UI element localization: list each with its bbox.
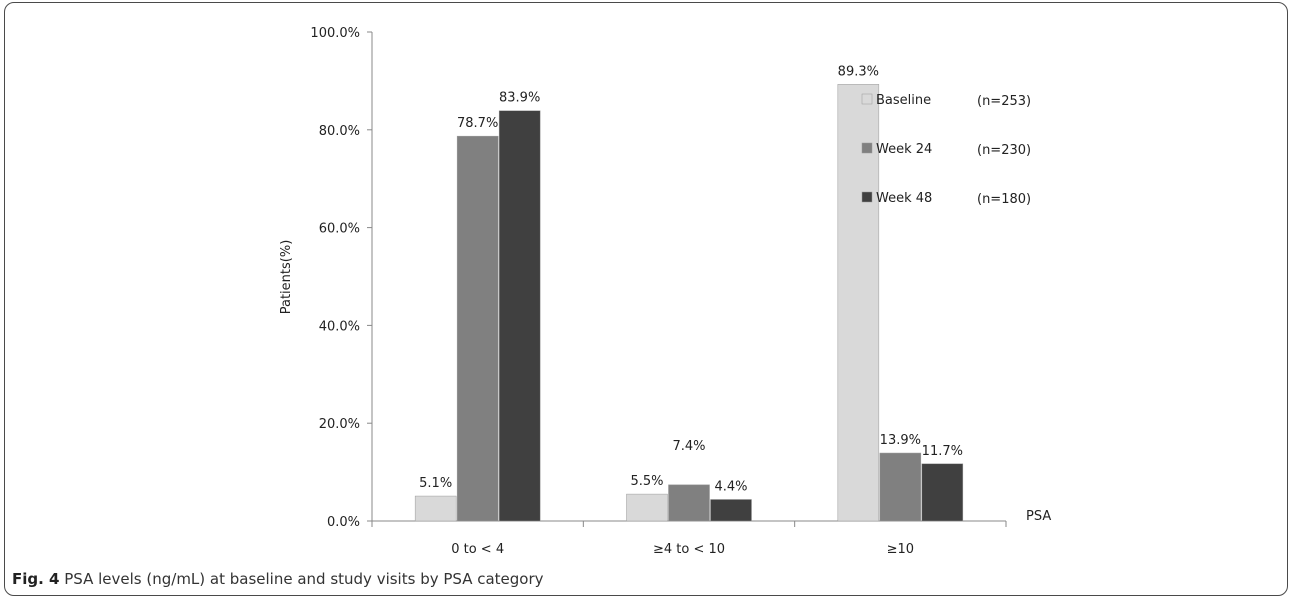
figure-caption-text: PSA levels (ng/mL) at baseline and study… xyxy=(59,570,544,588)
y-axis: 0.0% 20.0% 40.0% 60.0% 80.0% 100.0% xyxy=(310,26,373,530)
data-label: 89.3% xyxy=(838,64,879,79)
legend-swatch xyxy=(861,93,873,105)
y-tick-label: 100.0% xyxy=(310,26,360,41)
bar xyxy=(879,452,922,522)
y-tick-label: 40.0% xyxy=(319,319,360,334)
figure-caption: Fig. 4 PSA levels (ng/mL) at baseline an… xyxy=(12,570,544,588)
y-tick-label: 0.0% xyxy=(327,515,360,530)
figure-frame xyxy=(4,2,1288,596)
y-tick-label: 20.0% xyxy=(319,417,360,432)
bar xyxy=(456,135,499,522)
y-tick-label: 60.0% xyxy=(319,222,360,237)
legend-n-label: (n=253) xyxy=(977,94,1031,109)
data-label: 4.4% xyxy=(714,479,747,494)
data-label: 11.7% xyxy=(922,444,963,459)
data-label: 83.9% xyxy=(499,91,540,106)
data-label: 7.4% xyxy=(672,439,705,454)
data-label: 13.9% xyxy=(880,433,921,448)
bar xyxy=(837,84,880,522)
legend-swatch xyxy=(861,142,873,154)
legend: Baseline (n=253) Week 24 (n=230) Week 48 (n=1… xyxy=(861,93,1031,207)
x-tick-label: ≥4 to < 10 xyxy=(653,542,725,557)
data-label: 78.7% xyxy=(457,116,498,131)
bar xyxy=(626,493,668,522)
legend-n-label: (n=230) xyxy=(977,143,1031,158)
legend-swatch xyxy=(861,191,873,203)
legend-label: Week 24 xyxy=(876,142,932,157)
bar xyxy=(710,499,752,522)
y-axis-label: Patients(%) xyxy=(279,240,294,315)
x-tick-label: ≥10 xyxy=(887,542,914,557)
legend-n-label: (n=180) xyxy=(977,192,1031,207)
x-tick-label: 0 to < 4 xyxy=(451,542,504,557)
x-axis: 0 to < 4 ≥4 to < 10 ≥10 xyxy=(371,520,1007,557)
bar xyxy=(668,484,710,522)
data-labels: 5.1% 78.7%83.9% 5.5% 7.4% 4.4% 89.3% 13.9%11.7… xyxy=(419,64,963,494)
figure-label: Fig. 4 xyxy=(12,570,60,588)
bars xyxy=(414,84,964,522)
x-axis-label: PSA xyxy=(1026,509,1051,524)
bar xyxy=(414,495,457,522)
y-tick-label: 80.0% xyxy=(319,124,360,139)
bar xyxy=(498,110,541,522)
legend-label: Week 48 xyxy=(876,191,932,206)
data-label: 5.1% xyxy=(419,476,452,491)
legend-label: Baseline xyxy=(876,93,931,108)
bar xyxy=(921,463,964,522)
data-label: 5.5% xyxy=(630,474,663,489)
